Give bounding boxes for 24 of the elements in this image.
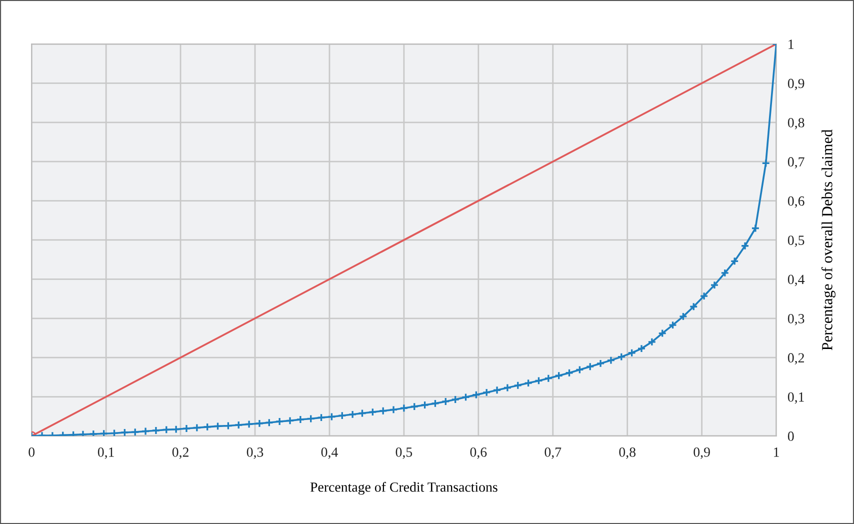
y-tick-label: 0,8 (788, 118, 804, 130)
x-tick-label: 0,5 (396, 447, 412, 459)
y-tick-label: 0,6 (788, 196, 804, 208)
x-tick-label: 1 (774, 448, 779, 457)
x-tick-label: 0,6 (470, 447, 487, 459)
y-tick-label: 0,9 (788, 78, 804, 90)
y-tick-label: 0 (788, 432, 794, 441)
x-tick-label: 0,3 (246, 447, 264, 459)
y-axis-title: Percentage of overall Debts claimed (821, 129, 836, 350)
x-axis-title: Percentage of Credit Transactions (310, 482, 498, 495)
x-tick-label: 0,1 (98, 447, 114, 459)
x-tick-label: 0,2 (172, 447, 188, 459)
y-tick-label: 0,7 (788, 157, 804, 169)
y-tick-label: 0,1 (788, 392, 804, 404)
x-tick-label: 0,4 (321, 447, 338, 459)
x-tick-label: 0 (28, 447, 35, 457)
y-tick-label: 1 (788, 40, 794, 49)
x-tick-label: 0,7 (544, 447, 562, 459)
x-tick-label: 0,9 (694, 447, 710, 459)
y-tick-label: 0,5 (788, 236, 804, 247)
y-tick-label: 0,4 (788, 274, 805, 286)
y-tick-label: 0,2 (788, 353, 804, 365)
x-tick-label: 0,8 (619, 447, 636, 459)
y-tick-label: 0,3 (788, 314, 804, 326)
